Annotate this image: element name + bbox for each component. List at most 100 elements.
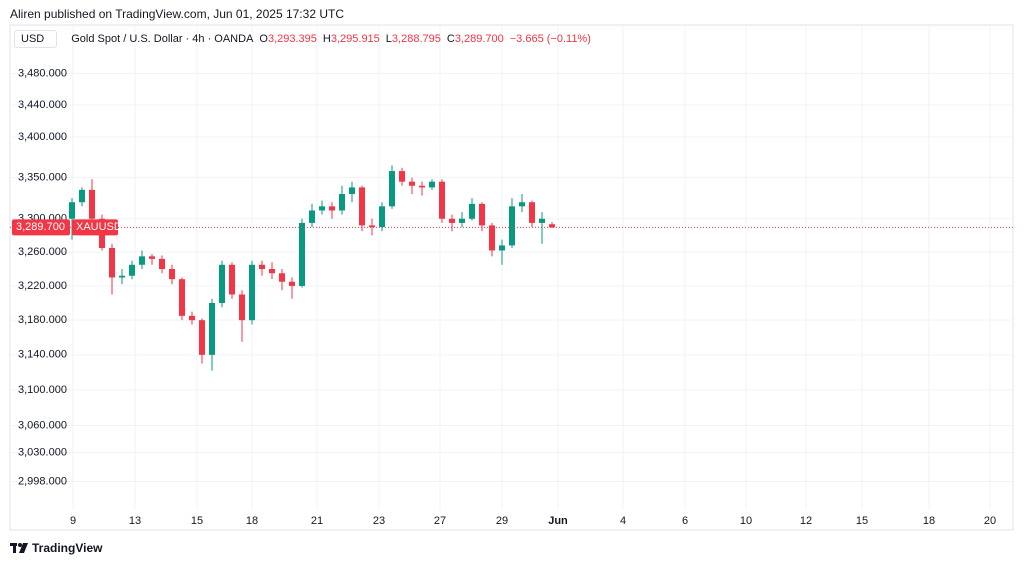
candle-body — [459, 218, 465, 223]
price-tag — [12, 219, 70, 236]
candle-body — [469, 203, 475, 219]
candle-body — [349, 187, 355, 194]
candle-body — [279, 273, 285, 282]
x-tick-label: Jun — [548, 515, 568, 527]
candle-body — [199, 320, 205, 355]
candle-body — [109, 247, 115, 278]
field-value: 3,289.700 — [454, 33, 504, 45]
candle-body — [409, 181, 415, 186]
candle-body — [539, 218, 545, 223]
x-tick-label: 29 — [496, 515, 508, 527]
publish-info: Aliren published on TradingView.com, Jun… — [10, 7, 344, 21]
candle-body — [269, 269, 275, 274]
candle-body — [379, 206, 385, 228]
x-tick-label: 9 — [70, 515, 76, 527]
field-value: 3,295.915 — [330, 33, 380, 45]
x-tick-label: 20 — [984, 515, 996, 527]
candle-body — [179, 279, 185, 316]
candle-body — [299, 222, 305, 286]
candle-body — [359, 187, 365, 226]
y-tick-label: 3,350.000 — [18, 171, 67, 183]
candle-body — [249, 264, 255, 321]
x-tick-label: 23 — [373, 515, 385, 527]
candle-body — [549, 224, 555, 228]
currency-button[interactable]: USD — [14, 30, 58, 48]
y-tick-label: 3,140.000 — [18, 349, 67, 361]
field-key: C — [446, 33, 455, 45]
candle-body — [369, 225, 375, 228]
candle-body — [329, 206, 335, 211]
candle-body — [439, 181, 445, 219]
candle-body — [159, 258, 165, 270]
candle-body — [419, 185, 425, 188]
candle-body — [79, 189, 85, 203]
x-tick-label: 4 — [620, 515, 626, 527]
candle-body — [119, 275, 125, 278]
legend: USD Gold Spot / U.S. Dollar · 4h · OANDA… — [14, 30, 591, 48]
candle-body — [309, 210, 315, 223]
candle-body — [89, 189, 95, 219]
candle-body — [519, 202, 525, 207]
candle-body — [289, 281, 295, 286]
x-tick-label: 15 — [191, 515, 203, 527]
candle-body — [189, 315, 195, 321]
candle-body — [139, 256, 145, 265]
candle-body — [509, 206, 515, 246]
candle-body — [489, 225, 495, 251]
candle-body — [209, 303, 215, 355]
x-tick-label: 10 — [740, 515, 752, 527]
x-tick-label: 21 — [311, 515, 323, 527]
y-tick-label: 2,998.000 — [18, 475, 67, 487]
y-tick-label: 3,480.000 — [18, 67, 67, 79]
y-tick-label: 3,180.000 — [18, 314, 67, 326]
field-key: H — [322, 33, 331, 45]
brand: TradingView — [32, 541, 103, 555]
y-tick-label: 3,100.000 — [18, 384, 67, 396]
y-tick-label: 3,060.000 — [18, 419, 67, 431]
x-tick-label: 6 — [682, 515, 688, 527]
x-tick-label: 27 — [434, 515, 446, 527]
footer: TradingView — [10, 541, 102, 555]
field-value: 3,293.395 — [267, 33, 317, 45]
candle-body — [259, 264, 265, 270]
candle-body — [479, 203, 485, 226]
symbol-tag — [72, 219, 118, 236]
candle-body — [229, 264, 235, 295]
ohlc-fields: O3,293.395 H3,295.915 L3,288.795 C3,289.700 — [253, 33, 503, 45]
field-key: O — [259, 33, 268, 45]
candle-body — [69, 202, 75, 219]
x-tick-label: 13 — [129, 515, 141, 527]
candle-body — [169, 269, 175, 280]
y-tick-label: 3,220.000 — [18, 280, 67, 292]
candle-body — [149, 256, 155, 259]
candle-body — [429, 181, 435, 188]
candle-body — [399, 171, 405, 182]
candle-body — [339, 193, 345, 211]
candle-body — [529, 202, 535, 223]
symbol: Gold Spot / U.S. Dollar · 4h · OANDA — [71, 33, 254, 45]
candle-body — [449, 218, 455, 223]
candle-body — [389, 171, 395, 207]
symbol-tag-label: XAUUSD — [76, 221, 122, 233]
candle-body — [319, 206, 325, 211]
pane-border — [9, 24, 1014, 531]
x-tick-label: 18 — [246, 515, 258, 527]
x-tick-label: 12 — [800, 515, 812, 527]
price-tag-label: 3,289.700 — [16, 221, 65, 233]
change: −3.665 (−0.11%) — [509, 33, 591, 45]
y-tick-label: 3,440.000 — [18, 99, 67, 111]
field-value: 3,288.795 — [391, 33, 441, 45]
candle-body — [499, 245, 505, 251]
candle-body — [219, 264, 225, 304]
field-key: L — [385, 33, 392, 45]
x-tick-label: 15 — [856, 515, 868, 527]
y-tick-label: 3,400.000 — [18, 131, 67, 143]
logo — [10, 543, 28, 553]
candle-body — [129, 264, 135, 276]
y-tick-label: 3,030.000 — [18, 446, 67, 458]
y-tick-label: 3,260.000 — [18, 246, 67, 258]
candle-body — [239, 294, 245, 321]
x-tick-label: 18 — [923, 515, 935, 527]
